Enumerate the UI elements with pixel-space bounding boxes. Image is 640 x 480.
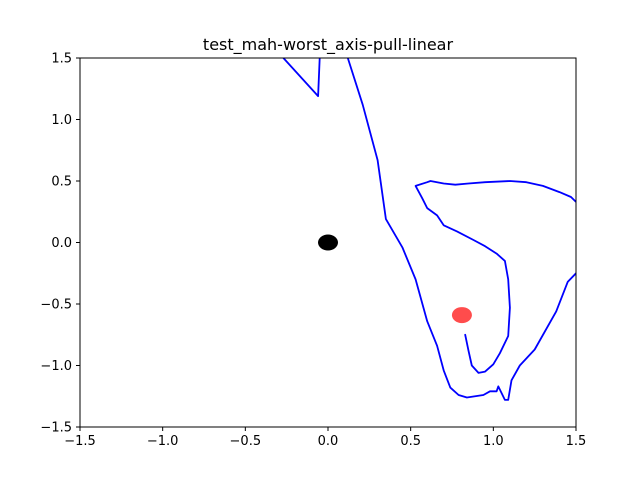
x-tick-label: 0.0 (318, 434, 339, 449)
plot-area (282, 58, 576, 401)
y-tick-label: 1.5 (51, 52, 72, 67)
y-tick-label: −1.5 (40, 421, 72, 436)
x-tick-label: 0.5 (400, 434, 421, 449)
x-tick-label: 1.5 (566, 434, 587, 449)
contour-line-3 (414, 180, 576, 374)
y-tick-label: 0.5 (51, 175, 72, 190)
x-tick-label: −1.0 (147, 434, 179, 449)
y-tick-label: 0.0 (51, 236, 72, 251)
point-marker-1 (318, 234, 338, 251)
chart-title: test_mah-worst_axis-pull-linear (203, 35, 454, 55)
x-tick-label: 1.0 (483, 434, 504, 449)
y-tick-label: −1.0 (40, 359, 72, 374)
contour-line-1 (282, 58, 321, 97)
x-tick-label: −0.5 (230, 434, 262, 449)
axes: −1.5 −1.0 −0.5 0.0 0.5 1.0 1.5 1.5 1.0 0.5 0.0 −0.5… (40, 52, 586, 450)
point-marker-2 (451, 307, 472, 324)
x-tick-label: −1.5 (64, 434, 96, 449)
y-tick-label: −0.5 (40, 298, 72, 313)
contour-line-2 (346, 58, 576, 401)
y-tick-label: 1.0 (51, 113, 72, 128)
